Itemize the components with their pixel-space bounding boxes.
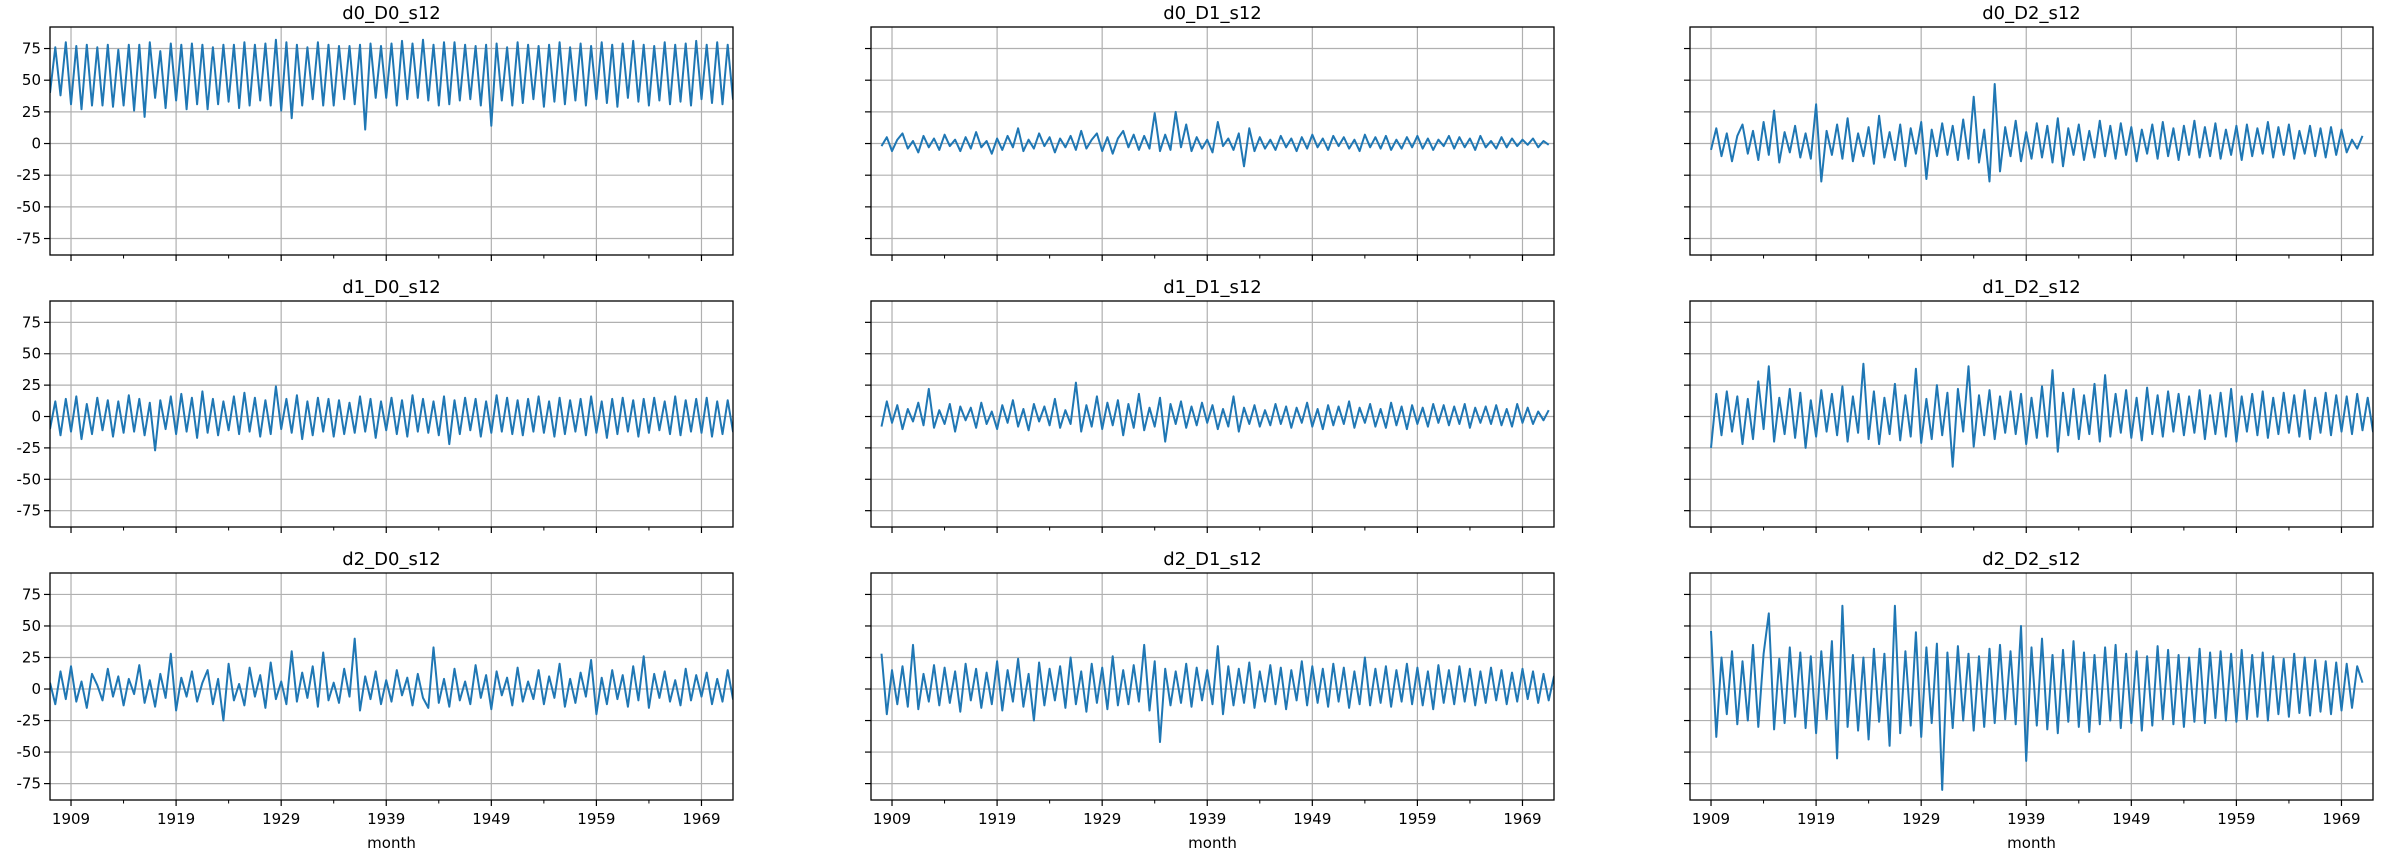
axes-frame (1689, 300, 2374, 528)
x-tick-label: 1949 (2112, 810, 2150, 828)
axes-frame (870, 572, 1555, 801)
y-tick-label: -75 (17, 502, 42, 520)
subplot-title: d2_D2_s12 (1982, 549, 2080, 570)
y-tick-label: 0 (31, 680, 41, 698)
subplot-d0_D1_s12: d0_D1_s12 (865, 3, 1555, 261)
x-tick-label: 1959 (1398, 810, 1436, 828)
x-tick-label: 1909 (52, 810, 90, 828)
y-tick-label: 0 (31, 408, 41, 426)
series-line-d0_D1_s12 (880, 110, 1550, 168)
subplot-d1_D0_s12: -75 -50 -25 0 25 50 75 d1_D0_s12 (17, 277, 734, 533)
subplot-d0_D2_s12: d0_D2_s12 (1684, 3, 2374, 261)
subplot-title: d1_D2_s12 (1982, 277, 2080, 298)
series-line-d0_D0_s12 (50, 38, 733, 131)
x-tick-label: 1949 (472, 810, 510, 828)
subplot-d2_D0_s12: 1909 1919 1929 1939 1949 1959 1969 -75 -50 -25 0 25… (17, 549, 734, 852)
series-line-d0_D2_s12 (1710, 83, 2364, 183)
x-tick-label: 1969 (682, 810, 720, 828)
y-tick-label: 75 (22, 40, 41, 58)
y-tick-label: 0 (31, 135, 41, 153)
y-tick-label: 50 (22, 617, 41, 635)
y-tick-label: -25 (17, 439, 42, 457)
y-tick-label: 25 (22, 648, 41, 666)
x-axis-label: month (2007, 834, 2056, 852)
axes-frame (49, 300, 734, 528)
axes-frame (1689, 26, 2374, 256)
x-tick-label: 1929 (262, 810, 300, 828)
series-line-d2_D0_s12 (50, 637, 733, 722)
subplot-d1_D1_s12: d1_D1_s12 (865, 277, 1555, 533)
axes-frame (49, 26, 734, 256)
subplot-title: d0_D0_s12 (342, 3, 440, 24)
series-line-d1_D2_s12 (1710, 362, 2373, 468)
y-tick-label: 25 (22, 103, 41, 121)
axes-frame (870, 300, 1555, 528)
y-tick-label: 75 (22, 585, 41, 603)
series-line-d1_D1_s12 (880, 381, 1550, 443)
x-axis-label: month (1188, 834, 1237, 852)
x-tick-label: 1909 (1692, 810, 1730, 828)
x-tick-label: 1919 (978, 810, 1016, 828)
y-tick-label: 50 (22, 71, 41, 89)
subplot-d1_D2_s12: d1_D2_s12 (1684, 277, 2374, 533)
x-tick-label: 1959 (2217, 810, 2255, 828)
axes-frame (870, 26, 1555, 256)
subplot-title: d2_D0_s12 (342, 549, 440, 570)
series-line-d2_D2_s12 (1710, 604, 2364, 791)
series-line-d2_D1_s12 (880, 643, 1554, 743)
subplot-title: d1_D0_s12 (342, 277, 440, 298)
x-tick-label: 1949 (1293, 810, 1331, 828)
x-tick-label: 1959 (577, 810, 615, 828)
subplot-title: d0_D2_s12 (1982, 3, 2080, 24)
x-tick-label: 1919 (157, 810, 195, 828)
subplot-d2_D1_s12: 1909 1919 1929 1939 1949 1959 1969 d2_D1_s12mon… (865, 549, 1555, 852)
subplot-d2_D2_s12: 1909 1919 1929 1939 1949 1959 1969 d2_D2_s12mon… (1684, 549, 2374, 852)
y-tick-label: 25 (22, 376, 41, 394)
x-tick-label: 1939 (1188, 810, 1226, 828)
y-tick-label: -25 (17, 712, 42, 730)
series-line-d1_D0_s12 (50, 385, 733, 452)
y-tick-label: -75 (17, 230, 42, 248)
x-tick-label: 1939 (2007, 810, 2045, 828)
y-tick-label: -50 (17, 198, 42, 216)
x-tick-label: 1909 (873, 810, 911, 828)
x-tick-label: 1929 (1083, 810, 1121, 828)
x-axis-label: month (367, 834, 416, 852)
x-tick-label: 1969 (1503, 810, 1541, 828)
x-tick-label: 1939 (367, 810, 405, 828)
subplot-title: d0_D1_s12 (1163, 3, 1261, 24)
y-tick-label: 75 (22, 313, 41, 331)
x-tick-label: 1929 (1902, 810, 1940, 828)
subplot-title: d2_D1_s12 (1163, 549, 1261, 570)
y-tick-label: 50 (22, 345, 41, 363)
y-tick-label: -50 (17, 743, 42, 761)
subplot-title: d1_D1_s12 (1163, 277, 1261, 298)
y-tick-label: -50 (17, 470, 42, 488)
x-tick-label: 1919 (1797, 810, 1835, 828)
y-tick-label: -75 (17, 775, 42, 793)
x-tick-label: 1969 (2322, 810, 2360, 828)
subplot-d0_D0_s12: -75 -50 -25 0 25 50 75 d0_D0_s12 (17, 3, 734, 261)
y-tick-label: -25 (17, 166, 42, 184)
axes-frame (49, 572, 734, 801)
axes-frame (1689, 572, 2374, 801)
